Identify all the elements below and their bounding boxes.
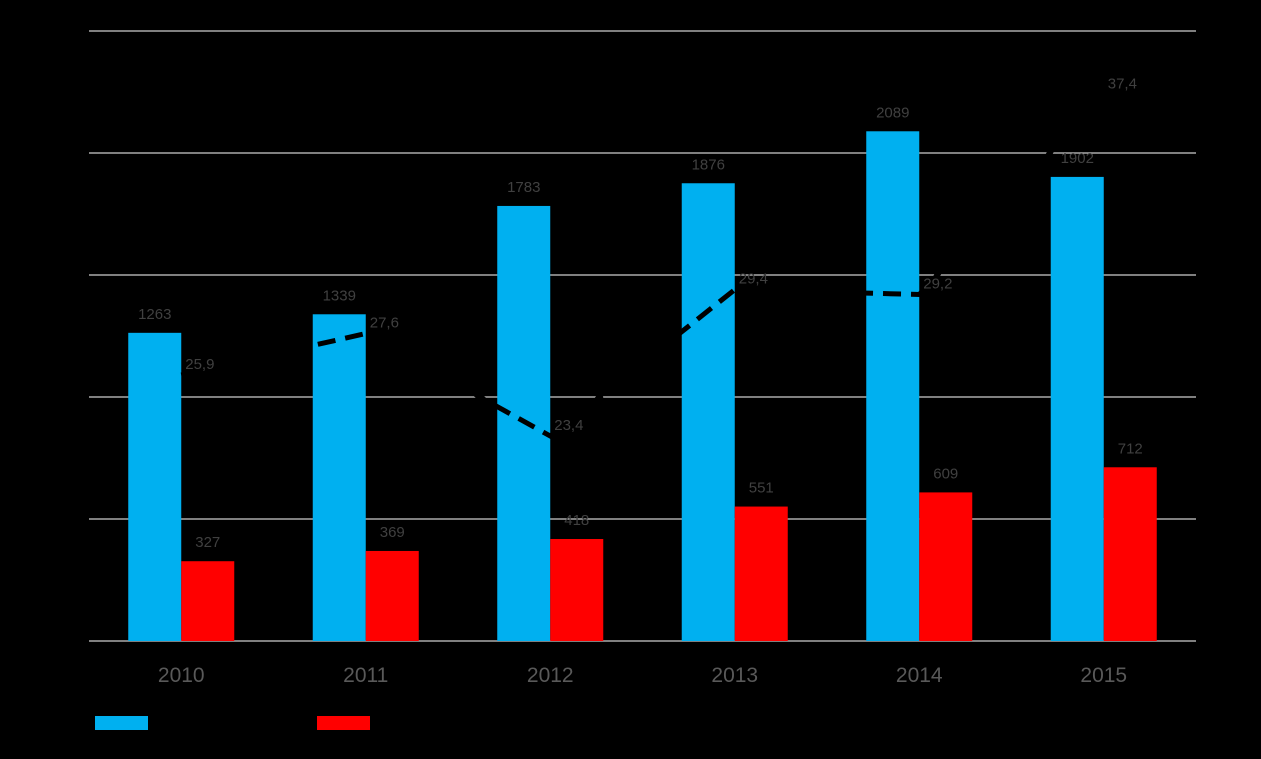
line-series-path xyxy=(180,92,1106,440)
x-tick-label: 2013 xyxy=(711,664,758,687)
bar-series-2 xyxy=(1103,467,1157,641)
gridlines xyxy=(89,30,1196,642)
bar-value-label: 418 xyxy=(564,512,589,529)
bar-value-label: 1876 xyxy=(692,156,725,173)
dashed-line-series xyxy=(180,92,1106,440)
bar-value-label: 1339 xyxy=(323,287,356,304)
bar-series-1 xyxy=(128,332,182,641)
x-tick-label: 2015 xyxy=(1080,664,1127,687)
legend-swatch-red-series xyxy=(317,716,370,730)
bar-series-1 xyxy=(312,314,366,641)
x-tick-label: 2010 xyxy=(158,664,205,687)
data-labels: 1263 1339 1783 1876 2089 1902 327 369 418 551 609 7… xyxy=(138,75,1143,551)
bar-value-label: 1263 xyxy=(138,306,171,323)
bar-value-label: 1783 xyxy=(507,179,540,196)
bar-series-1 xyxy=(1050,176,1104,642)
x-tick-label: 2014 xyxy=(896,664,943,687)
bar-series-2 xyxy=(365,550,419,641)
x-tick-label: 2012 xyxy=(527,664,574,687)
bar-series-2 xyxy=(734,506,788,641)
bar-series-1 xyxy=(866,131,920,641)
bar-series-2 xyxy=(550,539,604,641)
line-value-label: 25,9 xyxy=(185,356,214,373)
bar-value-label: 2089 xyxy=(876,104,909,121)
bar-value-label: 712 xyxy=(1118,440,1143,457)
bar-value-label: 551 xyxy=(749,480,774,497)
bar-series-2 xyxy=(181,561,235,641)
bar-series-2 xyxy=(919,492,973,641)
bar-value-label: 1902 xyxy=(1061,150,1094,167)
bar-series-1 xyxy=(681,183,735,642)
line-value-label: 23,4 xyxy=(554,417,583,434)
line-value-label: 29,4 xyxy=(739,271,768,288)
line-value-label: 37,4 xyxy=(1108,75,1137,92)
bar-value-label: 327 xyxy=(195,534,220,551)
line-value-label: 27,6 xyxy=(370,315,399,332)
bar-value-label: 369 xyxy=(380,524,405,541)
line-value-label: 29,2 xyxy=(923,276,952,293)
x-axis: 2010 2011 2012 2013 2014 2015 xyxy=(158,664,1127,687)
legend-swatch-blue-series xyxy=(95,716,148,730)
x-tick-label: 2011 xyxy=(343,664,388,687)
bar-value-label: 609 xyxy=(933,465,958,482)
